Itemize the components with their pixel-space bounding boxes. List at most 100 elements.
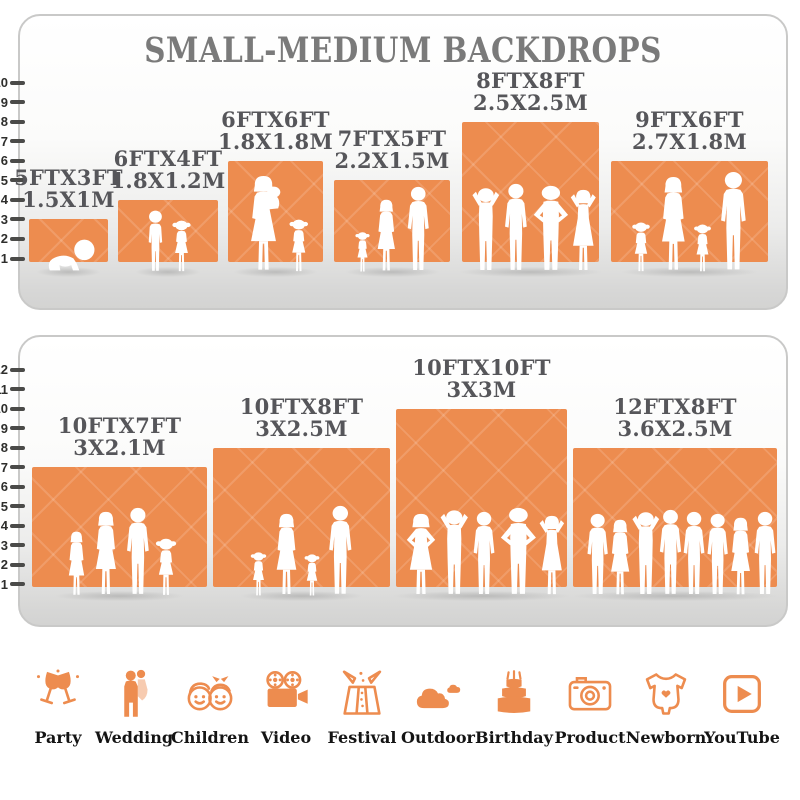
backdrop-block-6ftx6ft: [228, 160, 323, 263]
size-feet-text: 12FTX8FT: [613, 393, 737, 419]
size-feet-text: 9FTX6FT: [635, 106, 744, 132]
birthday-icon: [497, 670, 531, 713]
category-outdoor: Outdoor: [400, 668, 476, 747]
category-label: Wedding: [94, 728, 174, 747]
category-row: Party Wedding Children Video Festival Outdoor…: [20, 668, 780, 747]
ruler-number: 4: [0, 192, 8, 208]
backdrop-size-label: 9FTX6FT 2.7X1.8M: [580, 106, 800, 154]
backdrop-size-label: 8FTX8FT 2.5X2.5M: [421, 67, 641, 115]
ruler-tick: [10, 80, 25, 85]
backdrop-size-label: 12FTX8FT 3.6X2.5M: [565, 393, 785, 441]
ruler-tick: [10, 236, 25, 241]
ruler-number: 8: [0, 440, 8, 455]
person-silhouette-man-icon: [754, 511, 775, 594]
person-silhouette-man-icon: [587, 513, 608, 595]
floor-shadow: [394, 591, 569, 601]
size-feet-text: 8FTX8FT: [476, 67, 585, 93]
size-feet-text: 7FTX5FT: [337, 126, 447, 152]
ruler-tick: [10, 197, 25, 202]
ruler-tick: [10, 367, 25, 372]
size-meters-text: 2.7X1.8M: [631, 128, 747, 154]
category-newborn: Newborn: [626, 668, 706, 747]
person-silhouette-man-icon: [329, 505, 352, 594]
person-silhouette-man-up-icon: [632, 512, 659, 594]
person-silhouette-woman-carry-icon: [251, 175, 281, 270]
size-meters-text: 1.5X1M: [22, 187, 115, 213]
category-youtube: YouTube: [704, 668, 780, 747]
person-silhouette-girl-icon: [156, 538, 177, 595]
ruler-number: 9: [0, 94, 8, 110]
ruler-number: 5: [0, 172, 8, 188]
backdrop-size-label: 6FTX4FT 1.8X1.2M: [58, 147, 278, 192]
person-silhouette-boy-icon: [149, 210, 163, 271]
person-silhouette-man-hips-icon: [500, 507, 537, 594]
size-feet-text: 5FTX3FT: [14, 165, 123, 191]
floor-shadow: [573, 591, 777, 601]
category-label: Festival: [327, 728, 397, 747]
person-silhouette-woman-icon: [95, 511, 116, 594]
person-silhouette-woman-icon: [69, 531, 85, 595]
backdrop-size-label: 10FTX10FT 3X3M: [372, 354, 592, 401]
person-silhouette-man-icon: [721, 172, 747, 270]
ruler-tick: [10, 387, 25, 391]
category-label: Product: [554, 728, 626, 747]
ruler-tick: [10, 465, 25, 469]
ruler-tick: [10, 484, 25, 489]
size-feet-text: 10FTX8FT: [239, 393, 364, 419]
person-silhouette-woman-icon: [731, 517, 751, 595]
video-icon: [266, 671, 308, 707]
size-feet-text: 6FTX6FT: [221, 106, 330, 132]
category-label: Party: [34, 728, 82, 747]
category-label: YouTube: [704, 728, 780, 747]
person-silhouette-man-icon: [473, 511, 495, 594]
ruler-number: 6: [0, 153, 8, 169]
wedding-icon: [124, 669, 148, 717]
category-party: Party: [20, 668, 96, 747]
ruler-number: 3: [0, 537, 8, 553]
ruler-number: 4: [0, 518, 8, 533]
ruler-number: 5: [0, 498, 8, 514]
person-silhouette-girl-icon: [693, 224, 711, 272]
size-feet-text: 10FTX7FT: [57, 413, 182, 438]
floor-shadow: [36, 267, 101, 277]
category-festival: Festival: [324, 668, 400, 747]
size-meters-text: 3X2.5M: [255, 415, 348, 441]
ruler-tick: [10, 158, 25, 163]
floor-shadow: [241, 591, 362, 601]
size-feet-text: 10FTX10FT: [412, 354, 551, 380]
ruler-tick: [10, 426, 25, 430]
size-meters-text: 3.6X2.5M: [617, 415, 733, 441]
ruler-tick: [10, 119, 25, 124]
person-silhouette-woman-icon: [378, 199, 396, 271]
floor-shadow: [56, 591, 183, 601]
backdrop-size-label: 10FTX8FT 3X2.5M: [192, 393, 412, 441]
ruler-number: 8: [0, 114, 8, 130]
ruler-number: 1: [0, 576, 8, 592]
size-meters-text: 1.8X1.8M: [217, 128, 333, 154]
floor-shadow: [345, 267, 439, 277]
ruler-tick: [10, 504, 25, 508]
person-silhouette-man-hips-icon: [533, 185, 568, 270]
ruler-number: 3: [0, 211, 8, 227]
category-label: Outdoor: [401, 728, 475, 747]
ruler-number: 2: [0, 231, 8, 247]
ruler-number: 9: [0, 420, 8, 436]
backdrop-size-label: 10FTX7FT 3X2.1M: [10, 415, 230, 459]
ruler-tick: [10, 582, 25, 586]
category-birthday: Birthday: [475, 668, 553, 747]
category-product: Product: [552, 668, 628, 747]
ruler-number: 12: [0, 362, 8, 377]
person-silhouette-man-up-icon: [472, 188, 499, 270]
person-silhouette-girl-icon: [289, 219, 308, 272]
ruler-tick: [10, 406, 25, 411]
ruler-number: 2: [0, 557, 8, 572]
floor-shadow: [234, 267, 317, 277]
person-silhouette-woman-icon: [276, 513, 297, 595]
backdrop-size-label: 5FTX3FT 1.5X1M: [0, 167, 179, 211]
size-meters-text: 2.5X2.5M: [472, 89, 588, 115]
floor-shadow: [459, 267, 602, 277]
person-silhouette-man-icon: [683, 511, 705, 594]
product-icon: [568, 676, 612, 711]
outdoor-icon: [416, 684, 461, 709]
